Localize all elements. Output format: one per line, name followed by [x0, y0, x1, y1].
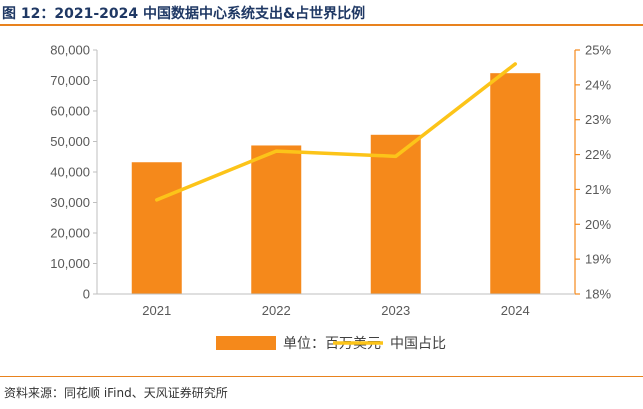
- bar: [131, 162, 182, 294]
- legend-swatch-bar: [216, 336, 276, 350]
- y-axis-right-tick-label: 18%: [585, 287, 611, 302]
- y-axis-left-tick-label: 60,000: [50, 104, 90, 119]
- y-axis-left-tick-label: 30,000: [50, 195, 90, 210]
- bar: [370, 134, 421, 294]
- x-axis-tick-label: 2022: [262, 303, 291, 318]
- y-axis-left-tick-label: 10,000: [50, 256, 90, 271]
- figure-title-bar: 图 12：2021-2024 中国数据中心系统支出&占世界比例: [0, 0, 643, 26]
- figure-title: 图 12：2021-2024 中国数据中心系统支出&占世界比例: [2, 6, 366, 22]
- x-axis-tick-label: 2023: [381, 303, 410, 318]
- source-note: 资料来源：同花顺 iFind、天风证券研究所: [4, 386, 228, 400]
- y-axis-right-tick-label: 23%: [585, 112, 611, 127]
- y-axis-left-tick-label: 0: [83, 287, 90, 302]
- bar: [251, 145, 302, 294]
- y-axis-right-tick-label: 21%: [585, 182, 611, 197]
- legend-label-bar: 单位：百万美元: [283, 336, 381, 352]
- y-axis-right-tick-label: 19%: [585, 252, 611, 267]
- bar: [490, 73, 541, 295]
- y-axis-left-tick-label: 80,000: [50, 43, 90, 58]
- x-axis-tick-label: 2024: [501, 303, 530, 318]
- line-series-china-share: [155, 62, 517, 202]
- legend-label-line: 中国占比: [390, 336, 446, 352]
- y-axis-right-tick-label: 22%: [585, 147, 611, 162]
- y-axis-left-tick-label: 40,000: [50, 165, 90, 180]
- y-axis-left-tick-label: 70,000: [50, 73, 90, 88]
- y-axis-right-tick-label: 20%: [585, 217, 611, 232]
- source-divider: [0, 376, 643, 377]
- y-axis-left-tick-label: 20,000: [50, 226, 90, 241]
- y-axis-left-tick-label: 50,000: [50, 134, 90, 149]
- x-axis-tick-label: 2021: [142, 303, 171, 318]
- y-axis-right-tick-label: 24%: [585, 77, 611, 92]
- y-axis-right-tick-label: 25%: [585, 43, 611, 58]
